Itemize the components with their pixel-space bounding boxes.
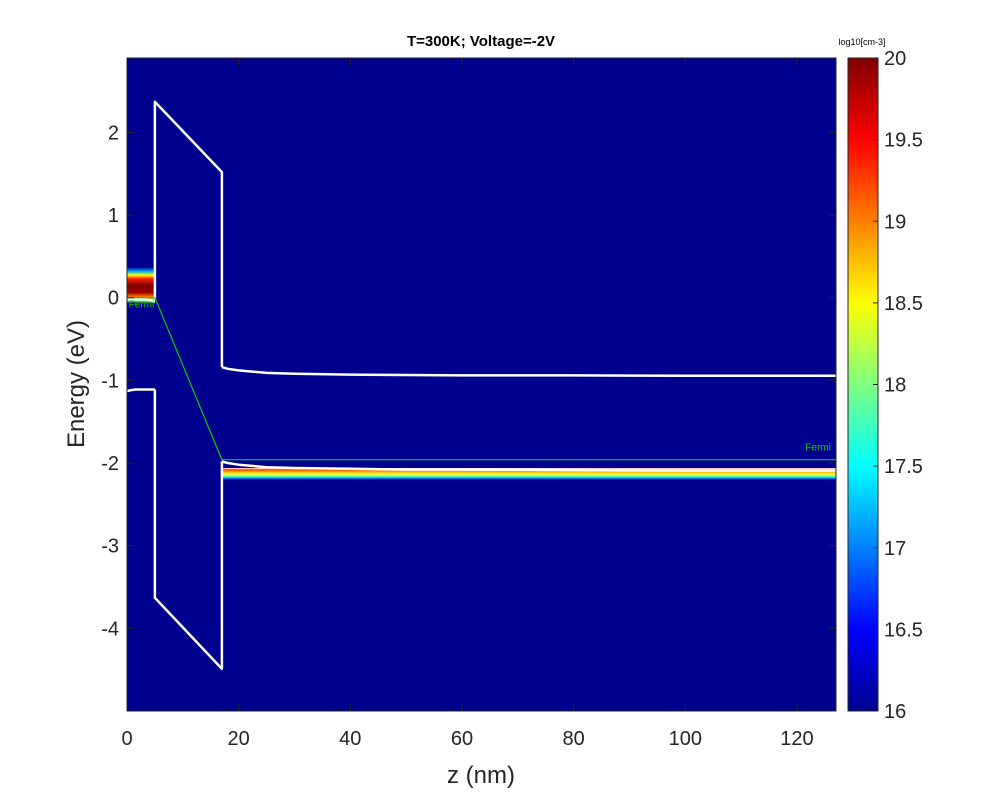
density-band-right	[221, 467, 836, 480]
x-axis: 0 20 40 60 80 100 120	[121, 58, 814, 750]
x-tick-label: 100	[669, 728, 702, 750]
y-tick-label: -3	[101, 536, 119, 558]
colorbar: log10[cm-3] 16 16.5 17 17.5 18 18.5 19 19.5 20	[838, 37, 922, 723]
y-tick-label: -1	[101, 370, 119, 392]
band-line-3	[153, 389, 224, 671]
fermi-level-line	[127, 297, 836, 461]
fermi-annotation: Fermi	[129, 300, 155, 311]
colorbar-tick-label: 18.5	[884, 293, 923, 315]
plot-frame	[126, 57, 837, 712]
x-axis-label: z (nm)	[447, 762, 515, 789]
colorbar-tick-label: 16	[884, 701, 906, 723]
plot-background	[127, 58, 836, 711]
colorbar-label: log10[cm-3]	[838, 37, 885, 47]
band-line-0	[127, 297, 156, 303]
y-tick-label: -2	[101, 453, 119, 475]
y-tick-label: 2	[108, 122, 119, 144]
x-tick-label: 0	[121, 728, 132, 750]
colorbar-tick-label: 20	[884, 48, 906, 70]
colorbar-tick-label: 16.5	[884, 619, 923, 641]
band-line-2	[153, 100, 224, 368]
chart-title: T=300K; Voltage=-2V	[407, 33, 555, 50]
y-tick-label: -4	[101, 618, 119, 640]
band-line-4	[221, 365, 836, 378]
colorbar-ticks: 16 16.5 17 17.5 18 18.5 19 19.5 20	[873, 48, 923, 723]
x-tick-label: 40	[339, 728, 361, 750]
colorbar-tick-label: 17.5	[884, 456, 923, 478]
lines-layer: Fermi Fermi	[127, 100, 836, 671]
band-line-1	[127, 388, 155, 393]
y-axis: -4 -3 -2 -1 0 1 2	[101, 122, 836, 640]
x-tick-label: 60	[451, 728, 473, 750]
x-tick-label: 80	[562, 728, 584, 750]
y-tick-label: 0	[108, 288, 119, 310]
colorbar-tick-label: 17	[884, 538, 906, 560]
x-tick-label: 120	[780, 728, 813, 750]
band-line-5	[221, 460, 836, 472]
x-tick-label: 20	[228, 728, 250, 750]
colorbar-tick-label: 18	[884, 375, 906, 397]
plot-area: Fermi Fermi	[127, 58, 836, 711]
y-axis-label: Energy (eV)	[63, 320, 90, 448]
colorbar-tick-label: 19.5	[884, 130, 923, 152]
fermi-annotation: Fermi	[805, 443, 831, 454]
y-tick-label: 1	[108, 205, 119, 227]
colorbar-tick-label: 19	[884, 211, 906, 233]
